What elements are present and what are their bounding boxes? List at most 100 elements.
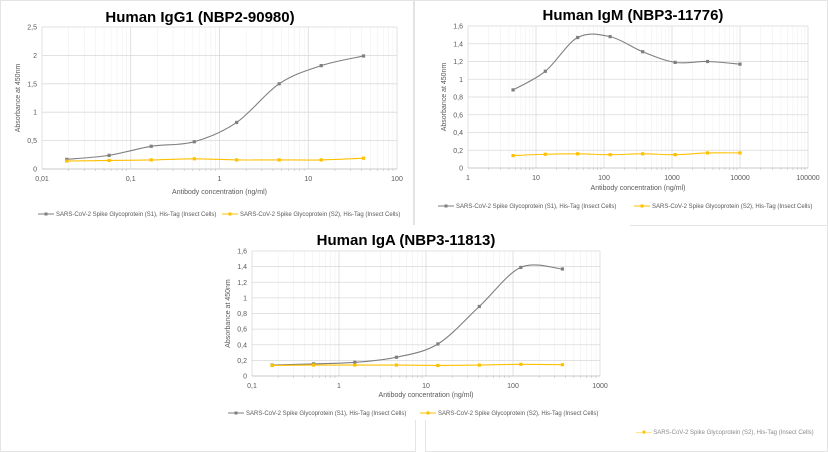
y-tick-label: 0,8 [453,95,463,102]
data-point-s1 [394,355,399,359]
y-tick-label: 0,4 [453,130,463,137]
y-tick-label: 0 [243,374,247,381]
data-point-s2 [543,152,547,156]
legend-label: SARS-CoV-2 Spike Glycoprotein (S2), His-… [438,411,598,417]
data-point-s1 [543,69,547,73]
x-tick-label: 0,1 [126,176,136,183]
x-tick-label: 100000 [796,175,819,182]
y-axis-label: Absorbance at 450nm [225,279,232,348]
data-point-s1 [738,62,742,66]
legend-marker-icon [444,204,448,208]
data-point-s2 [436,363,440,368]
data-point-s1 [235,120,239,125]
legend-label: SARS-CoV-2 Spike Glycoprotein (S1), His-… [456,204,616,210]
legend-label: SARS-CoV-2 Spike Glycoprotein (S2), His-… [240,212,400,218]
legend-marker-icon [234,411,238,415]
y-axis-label: Absorbance at 450nm [441,63,448,132]
data-point-s1 [477,304,481,309]
data-point-s1 [673,60,677,64]
y-tick-label: 0,4 [237,342,247,349]
y-tick-label: 1,4 [453,41,463,48]
data-point-s1 [361,54,366,58]
y-tick-label: 2 [33,53,37,60]
y-tick-label: 0,2 [237,358,247,365]
x-tick-label: 100 [598,175,610,182]
series-line-s2 [66,157,364,162]
data-point-s1 [319,64,323,68]
data-point-s1 [608,35,612,39]
x-tick-label: 0,01 [35,176,49,183]
chart-igg1: Human IgG1 (NBP2-90980) 0 0,5 1 1,5 2 2,5 0,01 0… [15,9,403,218]
data-point-s2 [361,156,366,160]
y-tick-label: 2,5 [27,25,37,32]
y-axis-label: Absorbance at 450nm [15,64,22,133]
series-line-s1 [512,33,741,91]
chart-panel-igm [414,0,828,226]
x-tick-label: 100 [391,176,403,183]
x-axis-label: Antibody concentration (ng/ml) [591,185,686,192]
data-point-s2 [192,157,196,161]
y-tick-label: 1,2 [453,59,463,66]
y-tick-label: 1,6 [453,24,463,31]
data-point-s1 [436,342,440,346]
data-point-s2 [270,363,274,368]
data-point-s2 [149,158,153,162]
x-tick-label: 1000 [592,383,608,390]
chart-title: Human IgG1 (NBP2-90980) [105,9,294,26]
y-tick-label: 0,6 [237,327,247,334]
data-point-s2 [311,363,316,367]
y-tick-label: 1 [459,77,463,84]
x-tick-label: 10000 [730,175,750,182]
data-point-s1 [107,153,111,157]
legend-label: SARS-CoV-2 Spike Glycoprotein (S1), His-… [246,411,406,417]
x-tick-label: 10 [304,176,312,183]
y-tick-label: 0 [33,167,37,174]
legend-marker-icon [228,212,232,216]
data-point-s2 [353,363,357,367]
y-tick-label: 1,6 [237,249,247,256]
data-point-s1 [192,140,196,144]
series-line-s2 [513,152,741,157]
data-point-s2 [641,152,645,156]
data-point-s1 [576,35,580,40]
x-tick-label: 100 [507,383,519,390]
x-tick-label: 0,1 [247,383,257,390]
x-tick-label: 1 [218,176,222,183]
y-tick-label: 1 [33,110,37,117]
x-axis-label: Antibody concentration (ng/ml) [379,392,474,399]
x-tick-label: 10 [422,383,430,390]
y-tick-label: 1,2 [237,280,247,287]
chart-iga: Human IgA (NBP3-11813) 0 0,2 0,4 0,6 0,8 1 1,2 1… [225,232,608,417]
y-tick-label: 1,4 [237,264,247,271]
legend-label: SARS-CoV-2 Spike Glycoprotein (S1), His-… [56,212,216,218]
x-tick-label: 1 [466,175,470,182]
data-point-s1 [277,82,281,86]
legend-label: SARS-CoV-2 Spike Glycoprotein (S2), His-… [652,204,812,210]
y-tick-label: 0,2 [453,148,463,155]
series-line-s2 [272,363,563,367]
series-line-s1 [66,55,364,160]
background-legend-s2: —■— SARS-CoV-2 Spike Glycoprotein (S2), … [636,430,814,436]
data-point-s1 [65,157,69,161]
legend-marker-icon [44,212,48,216]
data-point-s2 [673,153,677,157]
y-tick-label: 0 [459,166,463,173]
data-point-s2 [235,158,239,162]
data-point-s2 [511,153,515,158]
data-point-s2 [576,152,580,156]
data-point-s1 [641,50,645,54]
data-point-s1 [519,265,523,270]
chart-igm: Human IgM (NBP3-11776) 0 0,2 0,4 0,6 0,8 1 1,2 1… [438,7,820,210]
chart-title: Human IgM (NBP3-11776) [543,7,724,24]
data-point-s2 [608,153,612,157]
data-point-s2 [477,363,481,367]
data-point-s2 [107,158,111,163]
x-tick-label: 1000 [664,175,680,182]
data-point-s2 [705,151,710,155]
data-point-s1 [353,360,357,364]
data-point-s1 [511,88,515,92]
data-point-s1 [705,59,710,64]
chart-panel-iga [210,225,630,420]
y-tick-label: 0,6 [453,112,463,119]
y-tick-label: 1,5 [27,81,37,88]
